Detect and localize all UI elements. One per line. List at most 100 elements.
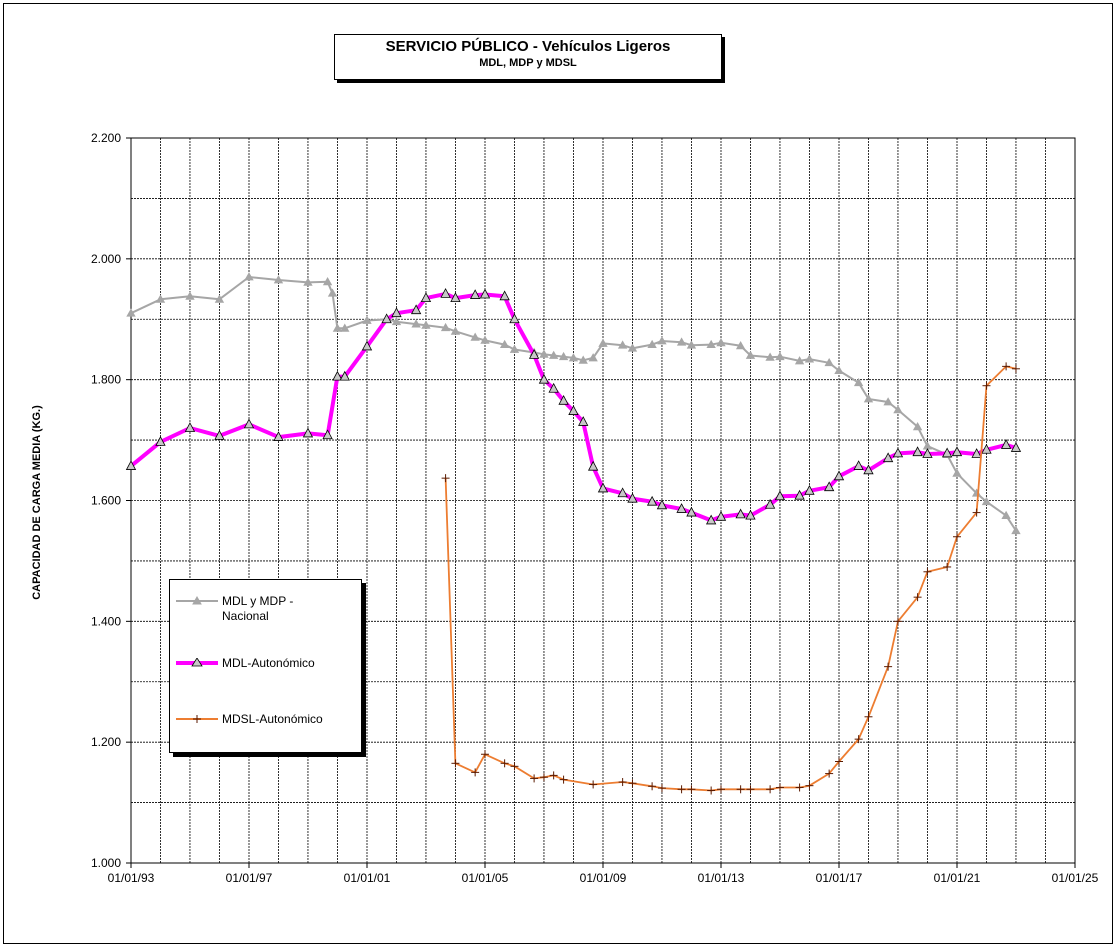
grid-layer (130, 138, 1076, 863)
legend-label-mdsl-autonomico: MDSL-Autonómico (222, 712, 323, 726)
data-point-mdl-autonomico (1000, 439, 1012, 449)
x-tick-label: 01/01/05 (462, 871, 509, 885)
data-point-nacional (244, 272, 254, 281)
data-point-mdsl-autonomico (825, 769, 834, 778)
data-point-mdl-autonomico (243, 418, 255, 429)
data-point-mdsl-autonomico (953, 532, 961, 541)
data-point-mdl-autonomico (578, 416, 589, 426)
data-point-nacional (421, 320, 431, 329)
data-point-nacional (480, 335, 490, 344)
data-point-mdl-autonomico (479, 288, 491, 299)
legend-swatch-mdsl-autonomico (176, 715, 218, 723)
data-point-mdl-autonomico (273, 431, 284, 441)
x-tick-label: 01/01/25 (1052, 871, 1099, 885)
data-point-mdsl-autonomico (746, 785, 755, 794)
data-point-mdl-autonomico (558, 394, 569, 405)
data-point-nacional (794, 356, 805, 365)
data-point-nacional (627, 343, 638, 352)
data-point-nacional (824, 357, 834, 367)
data-point-mdsl-autonomico (717, 785, 725, 794)
data-point-mdsl-autonomico (559, 775, 568, 784)
chart-frame (3, 3, 1113, 944)
data-point-mdsl-autonomico (657, 784, 666, 793)
data-point-mdl-autonomico (686, 506, 697, 517)
x-tick-label: 01/01/13 (698, 871, 745, 885)
data-point-mdsl-autonomico (923, 567, 932, 576)
legend-label-nacional: MDL y MDP - Nacional (222, 594, 294, 623)
data-point-mdsl-autonomico (707, 786, 716, 795)
legend-item-nacional: MDL y MDP - Nacional (176, 594, 342, 624)
data-point-mdsl-autonomico (864, 712, 873, 721)
data-point-mdsl-autonomico (972, 508, 981, 517)
data-point-mdsl-autonomico (1011, 364, 1020, 373)
data-point-mdl-autonomico (656, 499, 668, 510)
data-point-mdl-autonomico (705, 514, 717, 525)
data-point-mdl-autonomico (774, 490, 786, 501)
data-point-mdl-autonomico (981, 443, 992, 454)
data-point-nacional (647, 339, 657, 349)
data-point-mdl-autonomico (735, 508, 746, 519)
series-line-mdsl-autonomico (444, 365, 1017, 792)
data-point-mdsl-autonomico (549, 771, 558, 780)
data-point-nacional (588, 353, 598, 362)
data-point-nacional (775, 351, 785, 361)
data-point-mdl-autonomico (214, 429, 225, 440)
data-point-nacional (568, 353, 579, 362)
data-point-mdl-autonomico (548, 382, 559, 393)
data-point-mdl-autonomico (538, 373, 550, 384)
data-point-mdl-autonomico (764, 498, 776, 509)
data-point-mdl-autonomico (794, 489, 805, 500)
data-point-mdl-autonomico (715, 510, 727, 521)
data-point-mdsl-autonomico (884, 662, 893, 671)
data-point-mdsl-autonomico (893, 617, 902, 626)
data-point-nacional (765, 352, 775, 361)
data-point-mdl-autonomico (528, 349, 540, 359)
data-point-nacional (539, 349, 549, 358)
data-point-mdsl-autonomico (589, 780, 598, 789)
legend-swatch-mdl-autonomico (176, 658, 218, 667)
y-tick-label: 1.400 (91, 614, 121, 628)
data-point-mdl-autonomico (440, 288, 451, 298)
data-point-mdl-autonomico (745, 509, 756, 520)
data-point-mdsl-autonomico (943, 562, 952, 571)
data-point-mdsl-autonomico (677, 785, 686, 794)
data-point-nacional (1001, 510, 1011, 520)
data-point-mdl-autonomico (184, 422, 196, 432)
data-point-mdsl-autonomico (539, 773, 548, 782)
data-point-mdsl-autonomico (441, 474, 450, 483)
data-point-nacional (676, 337, 687, 346)
data-point-mdsl-autonomico (530, 774, 539, 783)
legend-item-mdsl-autonomico: MDSL-Autonómico (176, 712, 342, 727)
legend-swatch-nacional (176, 596, 218, 605)
data-point-nacional (322, 276, 333, 286)
data-point-mdl-autonomico (922, 448, 933, 458)
data-point-nacional (952, 468, 962, 477)
data-point-mdsl-autonomico (913, 593, 922, 602)
y-tick-label: 2.000 (91, 252, 121, 266)
data-point-nacional (548, 350, 559, 359)
data-point-nacional (509, 344, 520, 353)
data-point-nacional (912, 421, 923, 431)
data-point-mdsl-autonomico (451, 759, 460, 768)
data-point-mdl-autonomico (469, 289, 481, 299)
data-point-mdl-autonomico (499, 290, 510, 301)
data-point-nacional (863, 394, 874, 403)
data-point-mdsl-autonomico (628, 779, 637, 788)
data-point-nacional (558, 351, 569, 361)
data-point-nacional (578, 355, 588, 364)
data-point-nacional (853, 377, 864, 387)
data-point-mdl-autonomico (410, 304, 422, 315)
data-point-mdl-autonomico (125, 460, 137, 470)
data-point-mdl-autonomico (568, 405, 579, 415)
data-point-nacional (332, 323, 343, 332)
data-point-mdl-autonomico (676, 503, 687, 513)
data-point-nacional (391, 316, 402, 326)
data-point-mdl-autonomico (617, 487, 628, 498)
data-point-mdl-autonomico (509, 313, 520, 324)
y-axis-label: CAPACIDAD DE CARGA MEDIA (KG.) (31, 405, 43, 600)
x-tick-label: 01/01/01 (344, 871, 391, 885)
data-point-mdsl-autonomico (795, 783, 804, 792)
data-point-mdsl-autonomico (648, 782, 657, 791)
data-point-mdl-autonomico (420, 292, 432, 303)
